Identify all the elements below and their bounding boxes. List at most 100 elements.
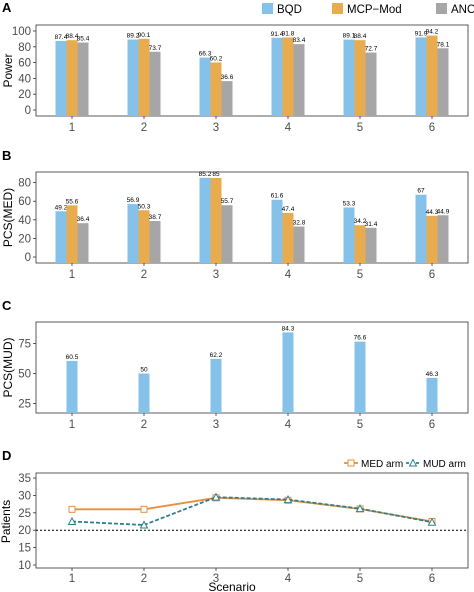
panel-c-label-bqd-4: 84.3 — [282, 325, 295, 332]
panel-a-label-anova-1: 85.4 — [77, 36, 90, 43]
panel-b-frame — [35, 171, 469, 264]
panel-letter-a: A — [2, 0, 12, 15]
panel-b-label-mcp-mod-3: 85 — [212, 171, 220, 178]
panel-a-xtick-label-3: 3 — [213, 122, 219, 134]
panel-b-bar-bqd-3 — [199, 177, 211, 263]
panel-b-ylabel: PCS(MED) — [1, 188, 15, 247]
panel-a-label-anova-2: 73.7 — [149, 45, 162, 52]
legend-d-marker-mud-arm — [408, 458, 418, 467]
panel-b-label-anova-1: 36.4 — [77, 216, 90, 223]
panel-b-xtick-label-4: 4 — [285, 269, 292, 281]
panel-c-label-bqd-6: 46.3 — [426, 371, 439, 378]
legend-d-marker-med-arm — [347, 459, 355, 467]
panel-b-label-anova-6: 44.9 — [437, 208, 450, 215]
panel-c-label-bqd-5: 76.6 — [354, 335, 367, 342]
panel-a-bar-bqd-5 — [343, 39, 355, 116]
panel-b-bar-bqd-1 — [55, 211, 67, 263]
panel-a-ytick-label-20: 20 — [18, 89, 31, 101]
legend-d-label-med-arm: MED arm — [361, 459, 403, 470]
panel-a-label-anova-6: 78.1 — [437, 41, 450, 48]
panel-a-label-mcp-mod-4: 91.8 — [282, 30, 295, 37]
panel-d-point-med-arm-1 — [68, 505, 76, 513]
panel-b-label-bqd-3: 85.2 — [199, 171, 212, 178]
panel-d-frame — [35, 472, 469, 569]
panel-d-point-mud-arm-4 — [283, 495, 293, 504]
legend-label-mcp-mod: MCP−Mod — [347, 4, 402, 16]
panel-d-xtick-label-3: 3 — [213, 573, 219, 585]
panel-a-ytick-label-80: 80 — [18, 42, 31, 54]
panel-b-bar-anova-5 — [365, 227, 377, 263]
panel-a-label-mcp-mod-2: 90.1 — [138, 32, 151, 39]
panel-a-ytick-label-0: 0 — [25, 105, 31, 117]
panel-c-bar-bqd-6 — [426, 377, 438, 413]
legend-top: BQD MCP−Mod ANOVA — [262, 3, 474, 16]
panel-d-patients: 10 15 20 25 30 35 1 2 3 4 5 6 Scenario Patients MED ar… — [0, 458, 469, 592]
panel-b-label-bqd-5: 53.3 — [343, 200, 356, 207]
panel-b-label-anova-4: 32.8 — [293, 220, 306, 227]
panel-c-xtick-label-3: 3 — [213, 419, 219, 431]
panel-c-ytick-label-25: 25 — [18, 398, 31, 410]
panel-a-bar-bqd-3 — [199, 57, 211, 116]
panel-b-label-mcp-mod-4: 47.4 — [282, 206, 295, 213]
legend-swatch-anova — [436, 3, 447, 14]
panel-d-line-mud-arm — [71, 496, 433, 526]
panel-b-bar-bqd-4 — [271, 199, 283, 263]
panel-b-ytick-label-60: 60 — [18, 196, 31, 208]
panel-c-ylabel: PCS(MUD) — [1, 338, 15, 398]
panel-a-label-bqd-2: 89.2 — [127, 33, 140, 40]
panel-b-bar-mcp-mod-6 — [426, 215, 438, 263]
panel-c-label-bqd-3: 62.2 — [210, 352, 223, 359]
legend-label-bqd: BQD — [277, 4, 302, 16]
panel-d-point-med-arm-2 — [140, 505, 148, 513]
panel-b-label-mcp-mod-6: 44.3 — [426, 209, 439, 216]
panel-b-label-bqd-2: 56.9 — [127, 197, 140, 204]
panel-a-label-bqd-6: 91.9 — [415, 30, 428, 37]
panel-a-ylabel: Power — [1, 53, 15, 87]
panel-b-bar-anova-1 — [77, 223, 89, 263]
panel-d-xtick-label-6: 6 — [429, 573, 435, 585]
panel-a-bar-mcp-mod-3 — [210, 62, 222, 116]
panel-b-label-anova-3: 55.7 — [221, 198, 234, 205]
panel-b-label-mcp-mod-1: 55.6 — [66, 198, 79, 205]
panel-d-point-mud-arm-1 — [67, 516, 77, 525]
panel-d-point-mud-arm-2 — [139, 520, 149, 529]
panel-a-label-mcp-mod-1: 88.4 — [66, 33, 79, 40]
panel-b-xtick-label-2: 2 — [141, 269, 147, 281]
panel-a-xtick-label-4: 4 — [285, 122, 292, 134]
panel-a-xtick-label-2: 2 — [141, 122, 147, 134]
legend-swatch-mcp-mod — [332, 3, 343, 14]
panel-a-label-mcp-mod-6: 94.2 — [426, 29, 439, 36]
panel-c-frame — [35, 321, 469, 414]
panel-b-bar-bqd-5 — [343, 207, 355, 263]
panel-c-xtick-label-6: 6 — [429, 419, 435, 431]
panel-a-xtick-label-5: 5 — [357, 122, 363, 134]
panel-b-ytick-label-20: 20 — [18, 233, 31, 245]
panel-d-xlabel: Scenario — [208, 580, 256, 592]
panel-a-bar-anova-4 — [293, 44, 305, 116]
panel-d-ytick-label-15: 15 — [18, 543, 31, 555]
legend-d-label-mud-arm: MUD arm — [423, 459, 466, 470]
panel-c-bar-bqd-2 — [138, 373, 150, 413]
panel-a-ytick-label-100: 100 — [12, 26, 31, 38]
panel-a-label-mcp-mod-3: 60.2 — [210, 55, 223, 62]
panel-c-bar-bqd-3 — [210, 358, 222, 413]
panel-a-bar-anova-6 — [437, 48, 449, 117]
panel-letter-b: B — [2, 148, 11, 163]
panel-a-bar-mcp-mod-4 — [282, 37, 294, 117]
panel-a-label-bqd-5: 89.1 — [343, 33, 356, 40]
panel-d-ytick-label-10: 10 — [18, 560, 31, 572]
panel-c-ytick-label-50: 50 — [18, 368, 31, 380]
panel-a-bar-anova-1 — [77, 42, 89, 117]
panel-b-xtick-label-6: 6 — [429, 269, 435, 281]
panel-letter-c: C — [2, 298, 12, 313]
panel-b-bar-mcp-mod-5 — [354, 225, 366, 263]
panel-b-bar-anova-2 — [149, 221, 161, 263]
panel-b-label-bqd-6: 67 — [417, 188, 425, 195]
panel-a-bar-mcp-mod-2 — [138, 38, 150, 116]
panel-c-xtick-label-5: 5 — [357, 419, 363, 431]
panel-a-label-anova-4: 83.4 — [293, 37, 306, 44]
panel-b-bar-mcp-mod-4 — [282, 212, 294, 263]
panel-b-bar-bqd-2 — [127, 204, 139, 263]
